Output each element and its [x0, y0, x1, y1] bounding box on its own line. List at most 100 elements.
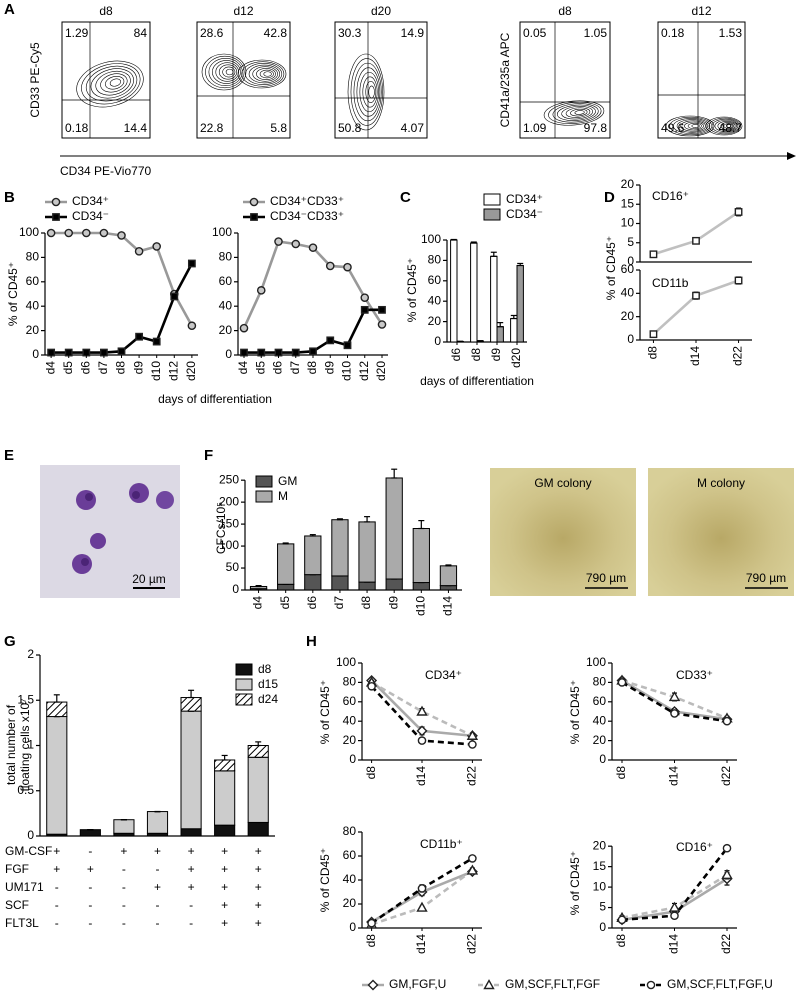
y-tick-label: 100 — [19, 225, 39, 239]
marker — [617, 678, 627, 687]
marker — [187, 259, 196, 268]
condition-sign: - — [122, 898, 126, 912]
legend-label: CD34⁺ — [72, 194, 109, 208]
contour — [565, 107, 591, 118]
y-tick-label: 250 — [219, 472, 239, 486]
x-tick-label: d14 — [667, 766, 681, 786]
marker — [692, 236, 700, 245]
marker — [46, 228, 56, 238]
quadrant-value: 1.05 — [584, 26, 608, 40]
bar — [214, 770, 236, 826]
y-axis-label: % of CD45⁺ — [568, 851, 582, 915]
quadrant-value: 5.8 — [270, 121, 287, 135]
y-tick-label: 0 — [599, 752, 606, 766]
y-tick-label: 0 — [627, 332, 634, 346]
condition-sign: - — [88, 916, 92, 930]
y-tick-label: 40 — [593, 713, 607, 727]
bar — [516, 265, 524, 343]
quadrant-value: 1.09 — [523, 121, 547, 135]
x-tick-label: d5 — [61, 361, 75, 375]
contour — [368, 85, 375, 99]
marker — [187, 321, 197, 331]
condition-sign: - — [156, 916, 160, 930]
bar — [358, 521, 376, 583]
condition-sign: - — [122, 880, 126, 894]
legend-swatch — [255, 475, 273, 488]
contour — [109, 78, 122, 87]
y-tick-label: 0 — [349, 920, 356, 934]
condition-sign: + — [221, 880, 228, 894]
legend-swatch — [255, 490, 273, 503]
x-tick-label: d8 — [614, 766, 628, 780]
quadrant-value: 30.3 — [338, 26, 362, 40]
y-tick-label: 60 — [343, 694, 357, 708]
y-tick-label: 150 — [219, 516, 239, 530]
flow-title: d8 — [99, 4, 113, 18]
y-tick-label: 0 — [232, 582, 239, 596]
x-tick-label: d20 — [184, 361, 198, 381]
chart-title: CD11b⁺ — [420, 837, 463, 851]
flow-frame — [196, 21, 291, 139]
legend-label: d24 — [258, 692, 278, 706]
condition-sign: + — [255, 862, 262, 876]
contour — [76, 60, 144, 108]
y-tick-label: 0 — [32, 347, 39, 361]
y-tick-label: 60 — [26, 274, 40, 288]
y-tick-label: 2 — [27, 647, 34, 661]
y-tick-label: 50 — [226, 560, 240, 574]
contour — [215, 62, 239, 82]
marker — [466, 729, 479, 740]
y-tick-label: 1 — [27, 738, 34, 752]
arrow-head — [787, 152, 796, 160]
condition-sign: + — [120, 844, 127, 858]
x-tick-label: d7 — [96, 361, 110, 375]
flow-y-label: CD33 PE-Cy5 — [28, 42, 42, 118]
condition-sign: + — [87, 862, 94, 876]
legend-label: CD34⁻ — [72, 209, 109, 223]
bar — [304, 535, 322, 576]
marker — [309, 347, 317, 356]
quadrant-value: 0.18 — [661, 26, 685, 40]
bar — [358, 581, 376, 591]
bar — [180, 710, 202, 830]
y-tick-label: 10 — [621, 216, 635, 230]
legend-marker — [646, 980, 656, 990]
marker — [668, 691, 681, 702]
bar — [247, 745, 269, 758]
bar — [412, 582, 430, 591]
x-tick-label: d8 — [646, 346, 660, 360]
legend-label: d8 — [258, 662, 272, 676]
chart-title: CD34⁺ — [425, 668, 462, 682]
bar — [331, 575, 349, 591]
contour — [561, 106, 594, 120]
x-tick-label: d8 — [469, 348, 483, 362]
condition-label: GM-CSF — [5, 844, 52, 858]
contour — [105, 76, 125, 90]
chart-title: CD11b — [652, 276, 689, 290]
x-axis-label: days of differentiation — [420, 374, 534, 388]
contour — [723, 123, 735, 129]
quadrant-value: 1.29 — [65, 26, 89, 40]
condition-sign: + — [255, 844, 262, 858]
y-tick-label: 5 — [627, 235, 634, 249]
bar — [412, 528, 430, 584]
y-axis-label: % of CD45⁺ — [318, 680, 332, 744]
marker — [360, 305, 369, 314]
marker — [367, 681, 376, 691]
bar — [146, 811, 169, 834]
marker — [47, 348, 56, 357]
bar — [490, 255, 498, 343]
panel-letter: B — [4, 189, 15, 206]
line — [51, 262, 194, 354]
flow-title: d8 — [558, 4, 572, 18]
x-tick-label: d6 — [305, 596, 319, 610]
condition-sign: - — [156, 862, 160, 876]
contour — [218, 64, 238, 80]
marker — [291, 348, 300, 357]
contour — [100, 73, 128, 93]
bar — [46, 716, 68, 835]
y-tick-label: 40 — [343, 872, 357, 886]
bar — [79, 829, 101, 837]
x-tick-label: d6 — [78, 361, 92, 375]
quadrant-value: 50.8 — [338, 121, 362, 135]
